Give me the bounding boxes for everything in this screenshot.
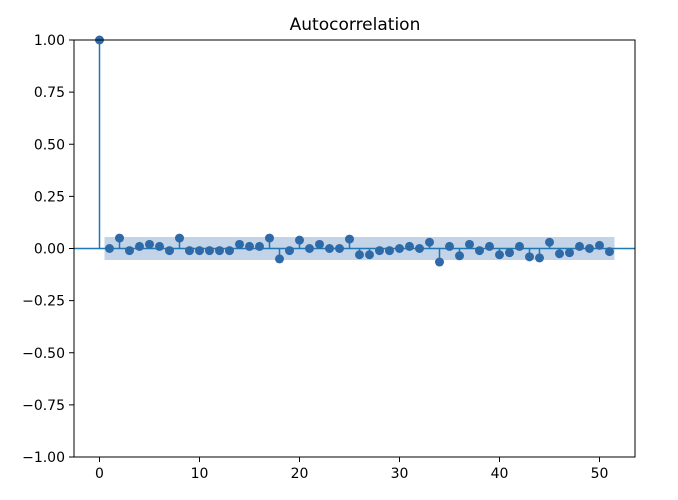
data-point-lag-36 (455, 251, 464, 261)
data-point-lag-33 (425, 237, 434, 247)
data-point-lag-27 (365, 250, 374, 260)
data-point-lag-24 (335, 244, 344, 253)
y-tick-label: 0.50 (34, 137, 65, 153)
data-point-lag-41 (505, 248, 514, 258)
data-point-lag-49 (585, 244, 594, 253)
data-point-lag-11 (205, 246, 214, 256)
data-point-lag-25 (345, 234, 354, 244)
y-axis-ticks: 1.00 0.75 0.50 0.25 0.00 −0.25 −0.50 −0.75 −1.00 (22, 33, 74, 466)
data-point-lag-9 (185, 246, 194, 256)
data-point-lag-6 (155, 241, 164, 251)
data-point-lag-42 (515, 241, 524, 251)
data-point-lag-7 (165, 246, 174, 256)
data-point-lag-15 (245, 241, 254, 251)
x-tick-label: 20 (291, 466, 309, 482)
data-point-lag-19 (285, 246, 294, 256)
y-tick-label: 0.00 (34, 242, 65, 258)
y-tick-label: −0.25 (22, 294, 65, 310)
data-point-lag-2 (115, 233, 124, 243)
data-point-lag-12 (215, 246, 224, 256)
marker-layer (95, 35, 614, 267)
x-tick-label: 10 (191, 466, 209, 482)
data-point-lag-34 (435, 257, 444, 267)
x-tick-label: 0 (95, 466, 104, 482)
data-point-lag-22 (315, 239, 324, 249)
data-point-lag-45 (545, 237, 554, 247)
data-point-lag-48 (575, 241, 584, 251)
y-tick-label: −1.00 (22, 450, 65, 466)
data-point-lag-18 (275, 254, 284, 264)
data-point-lag-13 (225, 246, 234, 256)
y-tick-label: −0.50 (22, 346, 65, 362)
data-point-lag-44 (535, 253, 544, 263)
data-point-lag-23 (325, 244, 334, 253)
x-axis-ticks: 0 10 20 30 40 50 (95, 457, 608, 482)
data-point-lag-43 (525, 252, 534, 262)
data-point-lag-37 (465, 239, 474, 249)
data-point-lag-35 (445, 241, 454, 251)
y-tick-label: −0.75 (22, 398, 65, 414)
x-tick-label: 40 (491, 466, 509, 482)
data-point-lag-21 (305, 244, 314, 253)
data-point-lag-50 (595, 240, 604, 250)
data-point-lag-47 (565, 248, 574, 258)
data-point-lag-32 (415, 244, 424, 253)
data-point-lag-8 (175, 233, 184, 243)
x-tick-label: 50 (591, 466, 609, 482)
data-point-lag-30 (395, 244, 404, 253)
data-point-lag-20 (295, 235, 304, 245)
data-point-lag-4 (135, 241, 144, 251)
data-point-lag-40 (495, 250, 504, 260)
data-point-lag-38 (475, 246, 484, 256)
data-point-lag-5 (145, 239, 154, 249)
data-point-lag-51 (605, 247, 614, 257)
data-point-lag-3 (125, 246, 134, 256)
data-point-lag-31 (405, 241, 414, 251)
x-tick-label: 30 (391, 466, 409, 482)
y-tick-label: 1.00 (34, 33, 65, 49)
y-tick-label: 0.75 (34, 85, 65, 101)
y-tick-label: 0.25 (34, 189, 65, 205)
data-point-lag-29 (385, 246, 394, 256)
data-point-lag-46 (555, 249, 564, 259)
data-point-lag-39 (485, 241, 494, 251)
data-point-lag-26 (355, 250, 364, 260)
data-point-lag-16 (255, 241, 264, 251)
chart-title: Autocorrelation (290, 15, 421, 35)
data-point-lag-28 (375, 246, 384, 256)
data-point-lag-14 (235, 239, 244, 249)
data-point-lag-10 (195, 246, 204, 256)
stem-layer (98, 40, 611, 263)
data-point-lag-1 (105, 244, 114, 253)
data-point-lag-17 (265, 233, 274, 243)
